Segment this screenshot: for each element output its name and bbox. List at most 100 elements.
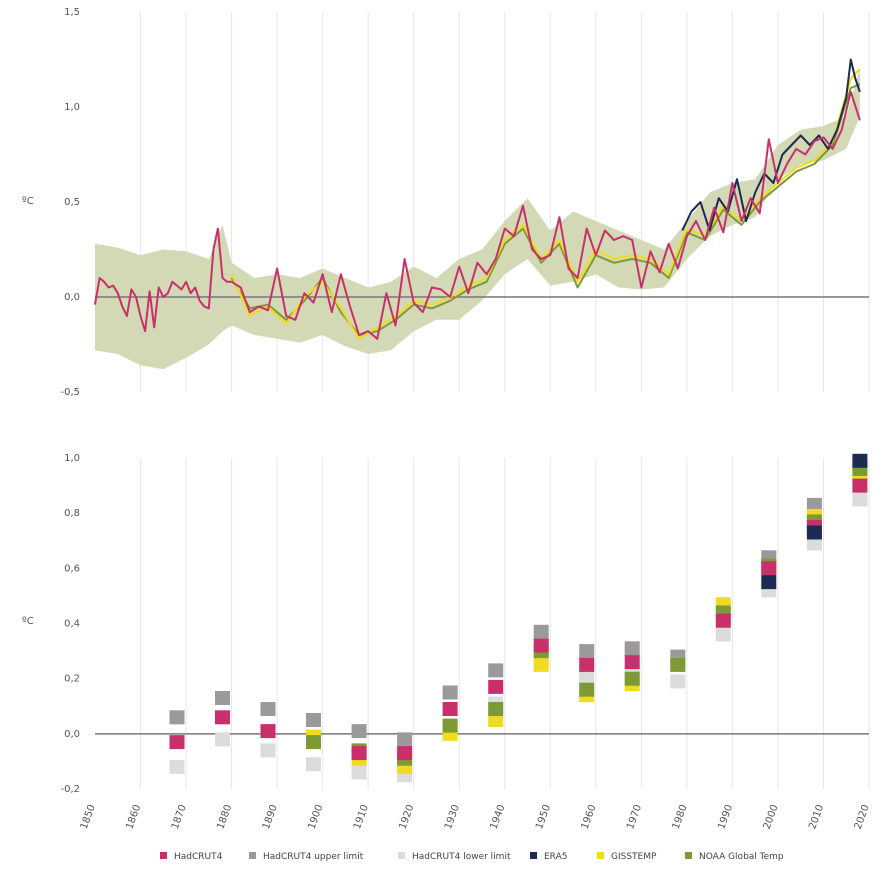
marker-hadcrut4-1950s [533, 638, 549, 653]
marker-era5-2018 [852, 453, 868, 468]
marker-hadcrut4_lower-1870s [169, 759, 185, 774]
legend-swatch-noaa [685, 852, 692, 859]
bottom-x-tick-label: 1880 [215, 803, 234, 831]
marker-hadcrut4_lower-1880s [215, 732, 230, 747]
marker-hadcrut4_upper-1870s [169, 710, 185, 725]
marker-hadcrut4-1990s [715, 613, 731, 628]
bottom-y-tick-label: 0,4 [64, 619, 80, 630]
marker-hadcrut4_upper-1950s [533, 624, 549, 639]
marker-hadcrut4-1960s [579, 657, 595, 672]
bottom-y-tick-label: 0,0 [64, 729, 80, 740]
bottom-x-tick-label: 1940 [489, 803, 508, 831]
legend-swatch-hadcrut4 [160, 852, 167, 859]
marker-hadcrut4-1880s [215, 710, 230, 725]
bottom-x-tick-label: 1970 [625, 803, 644, 831]
legend-item-gisstemp: GISSTEMP [597, 852, 657, 862]
bottom-x-tick-label: 1890 [261, 803, 280, 831]
legend-item-hadcrut4: HadCRUT4 [160, 852, 223, 862]
bottom-x-tick-label: 1860 [124, 803, 143, 831]
bottom-x-axis: 1850 1860 1870 1880 1890 1900 1910 1920 1930 1940… [79, 803, 872, 831]
marker-hadcrut4_lower-1890s [260, 743, 276, 758]
marker-hadcrut4_lower-2010s [806, 536, 822, 551]
legend-item-noaa: NOAA Global Temp [685, 852, 784, 862]
bottom-x-tick-label: 1850 [79, 803, 98, 831]
top-line-chart: -0,5 0,0 0,5 1,0 1,5 ºC [22, 7, 870, 398]
bottom-y-tick-label: 0,6 [64, 563, 80, 574]
bottom-x-tick-label: 1960 [580, 803, 599, 831]
bottom-y-axis: -0,2 0,0 0,2 0,4 0,6 0,8 1,0 [60, 453, 80, 795]
bottom-gridlines [140, 458, 870, 789]
bottom-x-tick-label: 1950 [534, 803, 553, 831]
top-y-tick-label: 0,5 [64, 197, 80, 208]
top-series-lines [94, 58, 861, 340]
marker-hadcrut4_upper-1960s [579, 644, 595, 659]
uncertainty-band [95, 69, 860, 370]
marker-hadcrut4_upper-1920s [397, 732, 413, 747]
bottom-y-axis-label: ºC [22, 616, 34, 627]
line-era5 [681, 58, 861, 232]
legend-item-hadcrut4_lower: HadCRUT4 lower limit [398, 852, 511, 862]
marker-noaa-1900s [306, 735, 321, 750]
marker-hadcrut4_upper-1970s [624, 641, 640, 656]
bottom-y-tick-label: 1,0 [64, 453, 80, 464]
marker-noaa-1970s [624, 671, 640, 686]
marker-hadcrut4_lower-1980s [670, 674, 686, 689]
marker-noaa-1940s [488, 702, 504, 716]
top-y-tick-label: 1,0 [64, 102, 80, 113]
legend-item-hadcrut4_upper: HadCRUT4 upper limit [249, 852, 364, 862]
bottom-x-tick-label: 2010 [807, 803, 826, 831]
legend-label-hadcrut4_upper: HadCRUT4 upper limit [263, 852, 364, 862]
legend-label-era5: ERA5 [544, 852, 567, 862]
marker-hadcrut4_upper-1890s [260, 702, 276, 716]
legend-label-gisstemp: GISSTEMP [611, 852, 657, 862]
marker-hadcrut4_upper-1940s [488, 663, 504, 678]
marker-hadcrut4-1910s [351, 746, 367, 761]
legend-label-hadcrut4: HadCRUT4 [174, 852, 223, 862]
top-y-tick-label: 0,0 [64, 292, 80, 303]
marker-hadcrut4_lower-1910s [351, 765, 367, 780]
bottom-x-tick-label: 1920 [397, 803, 416, 831]
marker-hadcrut4_upper-1910s [351, 724, 367, 739]
marker-hadcrut4-1930s [442, 702, 458, 716]
marker-hadcrut4_upper-1900s [306, 713, 321, 727]
marker-hadcrut4-1970s [624, 655, 640, 670]
legend-swatch-hadcrut4_lower [398, 852, 405, 859]
marker-era5-2010s [806, 525, 822, 540]
marker-hadcrut4-1890s [260, 724, 276, 739]
marker-hadcrut4-1920s [397, 746, 413, 761]
top-y-tick-label: -0,5 [60, 387, 80, 398]
legend: HadCRUT4 HadCRUT4 upper limit HadCRUT4 low… [160, 852, 784, 862]
marker-hadcrut4_upper-1880s [215, 691, 230, 705]
bottom-x-tick-label: 1990 [716, 803, 735, 831]
marker-hadcrut4_lower-2018 [852, 492, 868, 507]
bottom-x-tick-label: 2000 [762, 803, 781, 831]
marker-noaa-1930s [442, 718, 458, 733]
legend-label-hadcrut4_lower: HadCRUT4 lower limit [412, 852, 511, 862]
bottom-bar-chart: -0,20,00,20,40,60,81,0 1850 1860 1870 1880 1… [22, 453, 872, 831]
top-y-axis-label: ºC [22, 196, 34, 207]
bottom-x-tick-label: 1980 [671, 803, 690, 831]
legend-label-noaa: NOAA Global Temp [699, 852, 784, 862]
bottom-y-tick-label: 0,2 [64, 674, 80, 685]
marker-gisstemp-1940s [488, 713, 504, 727]
marker-hadcrut4_upper-1930s [442, 685, 458, 700]
bottom-decade-markers [169, 453, 868, 783]
marker-hadcrut4-2000s [761, 561, 777, 576]
marker-noaa-1980s [670, 657, 686, 672]
legend-swatch-gisstemp [597, 852, 604, 859]
legend-swatch-era5 [530, 852, 537, 859]
top-y-tick-label: 1,5 [64, 7, 80, 18]
bottom-x-tick-label: 1930 [443, 803, 462, 831]
top-y-axis: -0,5 0,0 0,5 1,0 1,5 [60, 7, 80, 398]
marker-hadcrut4_lower-1960s [579, 671, 595, 686]
bottom-y-tick-label: 0,8 [64, 508, 80, 519]
line-hadcrut4 [94, 90, 861, 340]
marker-hadcrut4-1870s [169, 735, 185, 750]
bottom-x-tick-label: 1910 [352, 803, 371, 831]
marker-hadcrut4-2018 [852, 478, 868, 493]
marker-hadcrut4_lower-1900s [306, 757, 321, 772]
marker-noaa-1960s [579, 682, 595, 697]
bottom-y-tick-label: -0,2 [60, 784, 80, 795]
